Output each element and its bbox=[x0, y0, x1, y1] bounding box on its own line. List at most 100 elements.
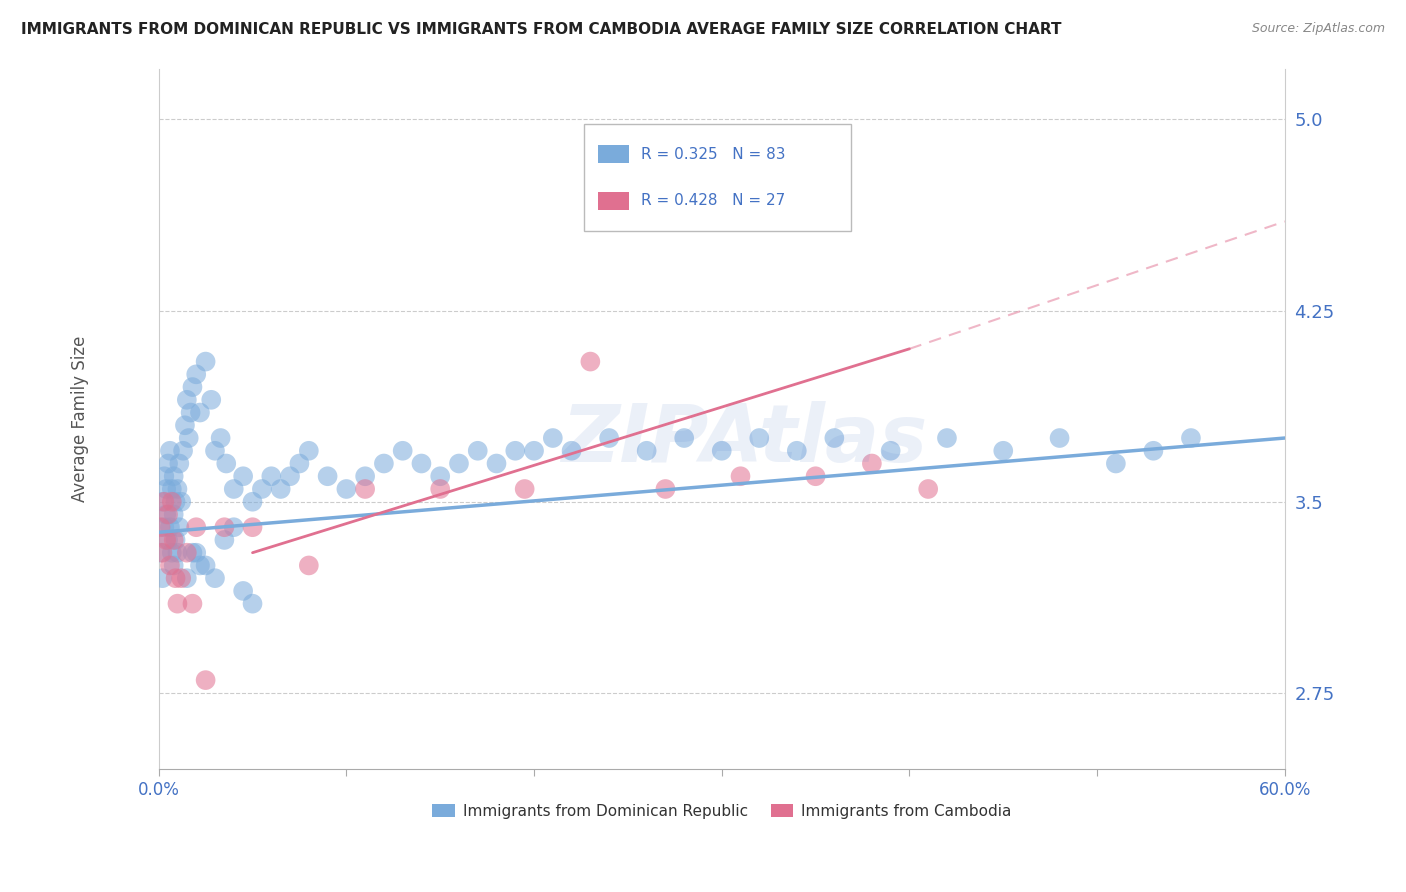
Point bbox=[467, 443, 489, 458]
Point bbox=[860, 457, 883, 471]
Point bbox=[153, 469, 176, 483]
Point bbox=[159, 443, 181, 458]
Point bbox=[214, 533, 236, 547]
Point bbox=[278, 469, 301, 483]
Point bbox=[298, 558, 321, 573]
Point bbox=[160, 482, 183, 496]
Point bbox=[730, 469, 752, 483]
Y-axis label: Average Family Size: Average Family Size bbox=[72, 335, 89, 502]
Text: ZIPAtlas: ZIPAtlas bbox=[561, 401, 928, 479]
Point bbox=[1180, 431, 1202, 445]
Point bbox=[654, 482, 676, 496]
Point bbox=[214, 520, 236, 534]
Point bbox=[169, 457, 191, 471]
Point bbox=[993, 443, 1015, 458]
Point bbox=[194, 558, 217, 573]
Point bbox=[354, 469, 377, 483]
Point bbox=[513, 482, 536, 496]
Point bbox=[204, 443, 226, 458]
Point bbox=[176, 571, 198, 585]
Point bbox=[335, 482, 357, 496]
Point bbox=[163, 533, 186, 547]
Point bbox=[153, 520, 176, 534]
Point bbox=[250, 482, 273, 496]
Point bbox=[503, 443, 526, 458]
Point bbox=[155, 508, 177, 522]
Point bbox=[174, 418, 197, 433]
Point bbox=[186, 520, 208, 534]
Point bbox=[157, 457, 180, 471]
Point bbox=[170, 494, 193, 508]
Text: Source: ZipAtlas.com: Source: ZipAtlas.com bbox=[1251, 22, 1385, 36]
Point bbox=[242, 494, 264, 508]
Point bbox=[152, 546, 174, 560]
Point bbox=[157, 533, 180, 547]
Point bbox=[159, 520, 181, 534]
Point bbox=[200, 392, 222, 407]
Point bbox=[673, 431, 696, 445]
Point bbox=[429, 482, 451, 496]
Point bbox=[579, 354, 602, 368]
Point bbox=[523, 443, 546, 458]
Point bbox=[160, 546, 183, 560]
Point bbox=[181, 380, 204, 394]
Point bbox=[232, 583, 254, 598]
Point bbox=[165, 494, 187, 508]
Point bbox=[172, 443, 194, 458]
Point bbox=[316, 469, 339, 483]
Point bbox=[411, 457, 433, 471]
Point bbox=[748, 431, 770, 445]
Point bbox=[242, 597, 264, 611]
Point bbox=[166, 546, 188, 560]
Point bbox=[153, 494, 176, 508]
Point bbox=[194, 354, 217, 368]
Point bbox=[165, 533, 187, 547]
Point bbox=[155, 533, 177, 547]
Point bbox=[204, 571, 226, 585]
Point bbox=[298, 443, 321, 458]
Point bbox=[166, 482, 188, 496]
Point bbox=[636, 443, 658, 458]
Point bbox=[823, 431, 845, 445]
Point bbox=[188, 558, 211, 573]
Point bbox=[163, 558, 186, 573]
Text: R = 0.428   N = 27: R = 0.428 N = 27 bbox=[641, 194, 785, 209]
Point bbox=[157, 508, 180, 522]
Point bbox=[447, 457, 470, 471]
Point bbox=[166, 597, 188, 611]
Point bbox=[149, 546, 172, 560]
Point bbox=[222, 520, 245, 534]
Point bbox=[163, 508, 186, 522]
Point bbox=[222, 482, 245, 496]
Point bbox=[936, 431, 959, 445]
Point bbox=[270, 482, 292, 496]
Point bbox=[176, 392, 198, 407]
Point bbox=[485, 457, 508, 471]
Point bbox=[804, 469, 827, 483]
Legend: Immigrants from Dominican Republic, Immigrants from Cambodia: Immigrants from Dominican Republic, Immi… bbox=[426, 797, 1018, 825]
Point bbox=[188, 405, 211, 419]
Point bbox=[232, 469, 254, 483]
Point bbox=[152, 494, 174, 508]
Point bbox=[165, 571, 187, 585]
Point bbox=[149, 520, 172, 534]
Point bbox=[1142, 443, 1164, 458]
Point bbox=[354, 482, 377, 496]
Point bbox=[1105, 457, 1128, 471]
Point bbox=[169, 520, 191, 534]
Point bbox=[288, 457, 311, 471]
Point bbox=[155, 482, 177, 496]
Point bbox=[181, 546, 204, 560]
Point bbox=[373, 457, 395, 471]
Point bbox=[541, 431, 564, 445]
Point bbox=[194, 673, 217, 687]
Point bbox=[429, 469, 451, 483]
Point bbox=[710, 443, 733, 458]
Point bbox=[177, 431, 200, 445]
Point bbox=[1049, 431, 1071, 445]
Point bbox=[215, 457, 238, 471]
Text: IMMIGRANTS FROM DOMINICAN REPUBLIC VS IMMIGRANTS FROM CAMBODIA AVERAGE FAMILY SI: IMMIGRANTS FROM DOMINICAN REPUBLIC VS IM… bbox=[21, 22, 1062, 37]
Text: R = 0.325   N = 83: R = 0.325 N = 83 bbox=[641, 146, 785, 161]
Point bbox=[186, 368, 208, 382]
Point bbox=[242, 520, 264, 534]
